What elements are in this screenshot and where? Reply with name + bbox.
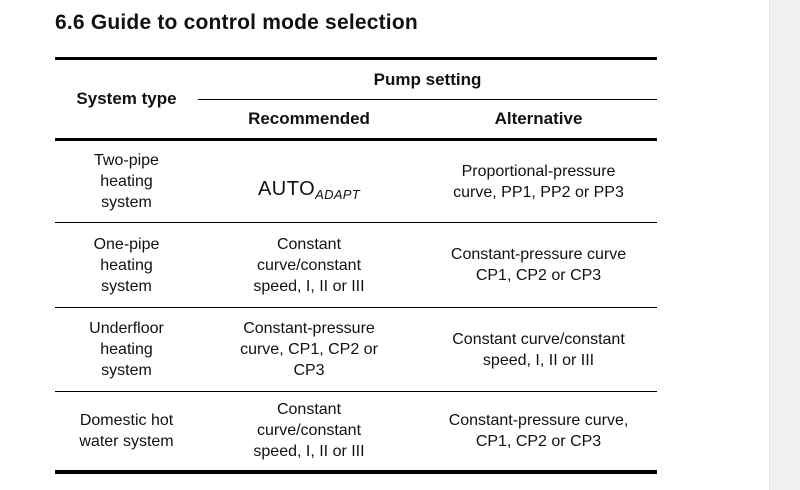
table-row: Underfloor heating system Constant-press… [55,307,658,392]
alternative-header: Alternative [420,99,658,141]
scrollbar-track[interactable] [769,0,800,490]
recommended-header: Recommended [198,99,420,141]
header-row-top: System type Pump setting [55,58,658,141]
system-type-cell: Domestic hot water system [79,411,174,450]
system-type-cell: Two-pipe heating system [55,139,198,223]
recommended-cell: Constant-pressure curve, CP1, CP2 or CP3 [198,307,420,392]
pump-setting-header: Pump setting [198,58,658,100]
autoadapt-label: AUTOADAPT [257,178,361,203]
table-row: Two-pipe heating system AUTOADAPT Propor… [55,139,658,223]
recommended-cell: Constant curve/constant speed, I, II or … [253,401,365,461]
alternative-cell: Constant-pressure curve, CP1, CP2 or CP3 [448,411,629,450]
control-mode-table: System type Pump setting Recommended Alt… [55,57,658,474]
alternative-cell: Constant curve/constant speed, I, II or … [420,307,658,392]
page-heading: 6.6 Guide to control mode selection [55,11,418,34]
alternative-cell: Constant-pressure curve CP1, CP2 or CP3 [420,222,658,308]
table-row: Domestic hot water system Constant curve… [55,392,657,472]
recommended-cell: AUTOADAPT [198,139,420,223]
header-row-sub: Recommended Alternative [55,99,658,141]
table-row: One-pipe heating system Constant curve/c… [55,222,658,308]
system-type-cell: One-pipe heating system [55,222,198,308]
autoadapt-subscript: ADAPT [315,187,361,202]
alternative-cell: Proportional-pressure curve, PP1, PP2 or… [420,139,658,223]
system-type-cell: Underfloor heating system [55,307,198,392]
system-type-header: System type [55,58,198,141]
recommended-cell: Constant curve/constant speed, I, II or … [198,222,420,308]
